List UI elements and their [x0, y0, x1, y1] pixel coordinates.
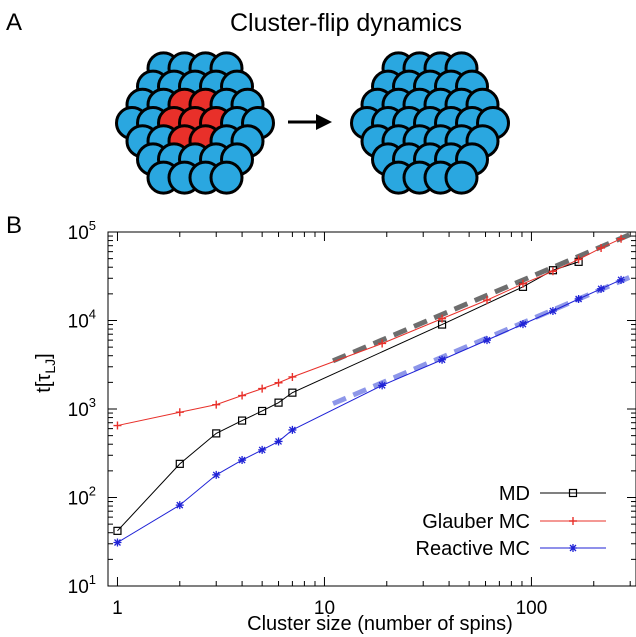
series-md	[113, 257, 583, 535]
legend: MD Glauber MC Reactive MC	[416, 483, 606, 560]
data-point	[597, 284, 606, 293]
data-point	[617, 234, 626, 243]
data-point	[574, 294, 583, 303]
data-point	[288, 425, 297, 434]
chart-area: 1 10 100 101 102 103 104 105 MD Glauber MC React…	[33, 218, 636, 635]
cluster-before-flip	[115, 51, 275, 195]
panel-a-label: A	[6, 9, 22, 36]
x-tick-label: 100	[516, 598, 548, 619]
data-point	[237, 416, 247, 425]
data-point	[212, 470, 221, 479]
cluster-after-flip	[350, 51, 510, 195]
plot-frame	[107, 231, 636, 587]
data-point	[258, 445, 267, 454]
y-tick-label: 105	[68, 218, 96, 244]
legend-label: Reactive MC	[416, 538, 530, 560]
legend-label: Glauber MC	[422, 511, 530, 533]
series-line	[117, 238, 622, 427]
data-point	[378, 339, 387, 348]
data-point	[548, 307, 557, 316]
data-point	[574, 255, 583, 264]
fit-lines	[332, 229, 636, 406]
x-tick-label: 1	[112, 598, 123, 619]
y-tick-label: 103	[68, 395, 96, 421]
legend-marker	[568, 488, 578, 498]
data-point	[288, 372, 297, 381]
data-point	[483, 296, 492, 305]
y-tick-label: 101	[68, 572, 96, 598]
data-point	[518, 320, 527, 329]
data-point	[288, 388, 297, 397]
data-point	[597, 243, 606, 252]
data-point	[518, 279, 527, 288]
data-point	[274, 378, 283, 387]
data-point	[212, 429, 221, 438]
legend-marker	[569, 517, 577, 525]
data-point	[113, 421, 122, 430]
data-point	[378, 381, 387, 390]
fit-line-0	[332, 229, 636, 364]
data-point	[113, 538, 122, 547]
data-point	[175, 459, 184, 468]
series-line	[117, 279, 622, 543]
panel-b-label: B	[6, 212, 22, 239]
data-point	[274, 437, 283, 446]
spin	[444, 160, 479, 195]
series-reactive-mc	[113, 275, 626, 547]
data-point	[274, 398, 283, 407]
data-point	[617, 275, 626, 284]
y-tick-label: 102	[68, 484, 96, 510]
legend-label: MD	[499, 483, 530, 505]
legend-marker	[569, 544, 577, 552]
x-axis: 1 10 100	[112, 232, 631, 619]
data-point	[238, 456, 247, 465]
data-point	[438, 314, 447, 323]
right-arrow-icon	[288, 114, 332, 130]
data-point	[113, 526, 122, 535]
data-point	[238, 391, 247, 400]
data-point	[212, 400, 221, 409]
series-glauber-mc	[113, 234, 626, 430]
x-axis-label: Cluster size (number of spins)	[247, 613, 513, 635]
data-point	[258, 406, 267, 416]
y-axis-label-text: t[τLJ]	[33, 353, 58, 392]
legend-item: Reactive MC	[416, 538, 606, 560]
series-group	[113, 234, 626, 547]
spin	[209, 160, 244, 195]
legend-item: MD	[499, 483, 606, 505]
legend-item: Glauber MC	[422, 511, 606, 533]
panel-a-title: Cluster-flip dynamics	[230, 9, 462, 37]
data-point	[438, 355, 447, 364]
data-point	[258, 384, 267, 393]
y-axis-label: t[τLJ]	[33, 353, 58, 392]
series-line	[117, 261, 579, 532]
y-axis: 101 102 103 104 105	[68, 218, 636, 598]
data-point	[175, 501, 184, 510]
y-tick-label: 104	[68, 307, 96, 333]
data-point	[175, 408, 184, 417]
data-point	[483, 336, 492, 345]
data-point	[548, 267, 557, 276]
x-tick-label: 10	[314, 598, 335, 619]
